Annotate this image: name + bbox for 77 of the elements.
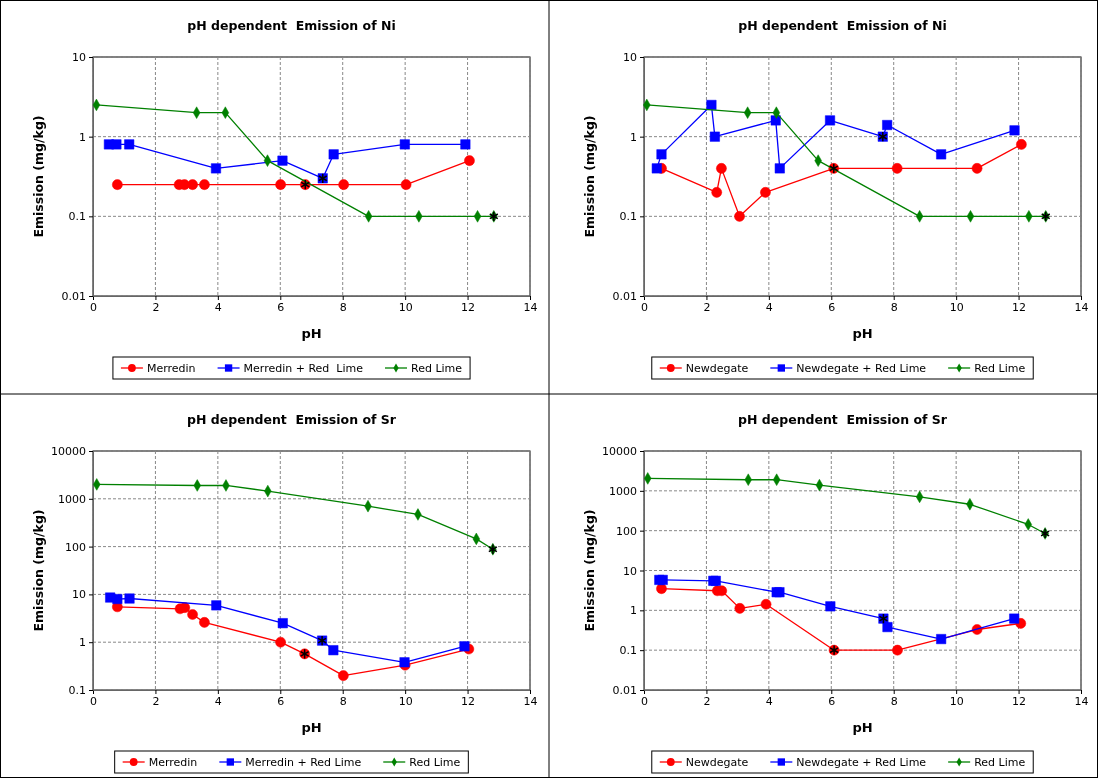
x-tick-label: 10 [949, 300, 964, 314]
x-tick-label: 10 [398, 300, 413, 314]
x-tick-label: 2 [152, 694, 160, 708]
x-tick-label: 2 [703, 300, 711, 314]
x-tick-label: 4 [765, 300, 773, 314]
y-tick-label: 10 [72, 51, 86, 65]
legend-label: Newdegate + Red Lime [796, 756, 927, 769]
legend-label: Merredin + Red Lime [243, 362, 364, 375]
legend-label: Red Lime [974, 362, 1026, 375]
legend-label: Newdegate + Red Lime [796, 362, 927, 375]
y-axis-title: Emission (mg/kg) [31, 115, 46, 238]
x-tick-label: 12 [461, 300, 476, 314]
x-tick-label: 4 [214, 300, 222, 314]
x-tick-label: 0 [90, 694, 97, 708]
legend-label: Merredin [146, 362, 196, 375]
y-axis-title: Emission (mg/kg) [582, 115, 597, 238]
chart-title: pH dependent Emission of Ni [738, 18, 947, 33]
legend-label: Newdegate [685, 756, 749, 769]
x-tick-label: 6 [828, 300, 836, 314]
y-tick-label: 10 [623, 51, 637, 65]
x-tick-label: 8 [339, 694, 347, 708]
x-tick-label: 0 [641, 694, 648, 708]
y-tick-label: 1000 [58, 492, 86, 506]
y-tick-label: 0.01 [61, 290, 86, 304]
y-tick-label: 10 [623, 564, 637, 578]
y-tick-label: 1 [79, 636, 86, 650]
x-tick-label: 8 [339, 300, 347, 314]
y-tick-label: 0.1 [68, 684, 86, 698]
x-tick-label: 2 [703, 694, 711, 708]
x-tick-label: 14 [523, 694, 538, 708]
legend-label: Red Lime [409, 756, 461, 769]
y-tick-label: 1000 [609, 484, 637, 498]
x-tick-label: 12 [1012, 694, 1027, 708]
x-tick-label: 8 [890, 300, 898, 314]
y-tick-label: 100 [65, 540, 86, 554]
y-tick-label: 10 [72, 588, 86, 602]
x-tick-label: 6 [277, 694, 285, 708]
legend-label: Merredin [148, 756, 198, 769]
x-tick-label: 14 [1074, 694, 1089, 708]
x-axis-title: pH [301, 720, 322, 735]
x-tick-label: 2 [152, 300, 160, 314]
x-tick-label: 8 [890, 694, 898, 708]
chart-title: pH dependent Emission of Sr [738, 412, 948, 427]
y-tick-label: 0.1 [619, 644, 637, 658]
y-axis-title: Emission (mg/kg) [582, 509, 597, 632]
y-axis-title: Emission (mg/kg) [31, 509, 46, 632]
y-tick-label: 0.1 [68, 210, 86, 224]
x-tick-label: 12 [1012, 300, 1027, 314]
x-tick-label: 6 [277, 300, 285, 314]
legend-label: Red Lime [411, 362, 463, 375]
y-tick-label: 100 [616, 524, 637, 538]
y-tick-label: 1 [79, 130, 86, 144]
x-tick-label: 0 [90, 300, 97, 314]
x-axis-title: pH [301, 326, 322, 341]
chart-title: pH dependent Emission of Sr [187, 412, 397, 427]
x-tick-label: 6 [828, 694, 836, 708]
legend-label: Newdegate [685, 362, 749, 375]
y-tick-label: 10000 [602, 445, 637, 459]
x-tick-label: 0 [641, 300, 648, 314]
legend-label: Red Lime [974, 756, 1026, 769]
x-axis-title: pH [852, 326, 873, 341]
legend-label: Merredin + Red Lime [245, 756, 362, 769]
x-tick-label: 4 [765, 694, 773, 708]
x-tick-label: 14 [1074, 300, 1089, 314]
y-tick-label: 1 [630, 130, 637, 144]
y-tick-label: 1 [630, 604, 637, 618]
y-tick-label: 0.01 [612, 684, 637, 698]
x-tick-label: 10 [398, 694, 413, 708]
x-tick-label: 12 [461, 694, 476, 708]
x-tick-label: 14 [523, 300, 538, 314]
chart-title: pH dependent Emission of Ni [187, 18, 396, 33]
y-tick-label: 0.01 [612, 290, 637, 304]
x-tick-label: 10 [949, 694, 964, 708]
y-tick-label: 0.1 [619, 210, 637, 224]
y-tick-label: 10000 [51, 445, 86, 459]
x-tick-label: 4 [214, 694, 222, 708]
x-axis-title: pH [852, 720, 873, 735]
